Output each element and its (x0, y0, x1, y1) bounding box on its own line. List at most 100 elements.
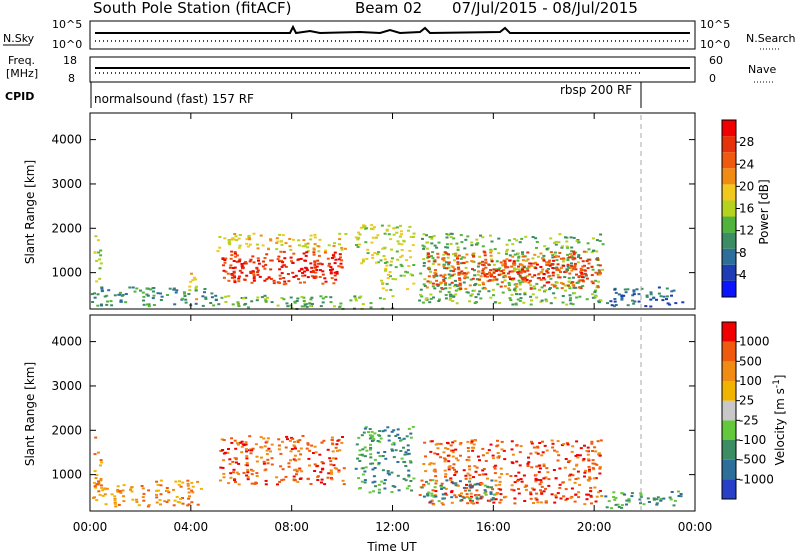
power-cell (471, 260, 475, 263)
power-cell (449, 232, 453, 235)
freq-tick-top: 18 (63, 54, 77, 67)
power-colorbar-tick-label: 24 (739, 157, 754, 171)
velocity-cell (517, 488, 520, 490)
power-cell (506, 272, 510, 275)
power-cell (91, 301, 95, 303)
velocity-cell (374, 485, 377, 488)
power-cell (443, 274, 447, 276)
power-cell (231, 303, 235, 306)
power-cell (464, 238, 468, 241)
power-cell (529, 262, 533, 265)
velocity-cell (445, 494, 449, 496)
velocity-cell (469, 495, 473, 498)
velocity-cell (278, 480, 282, 483)
power-cell (409, 256, 413, 259)
power-cell (257, 259, 260, 262)
power-cell (324, 280, 328, 283)
power-cell (435, 246, 439, 249)
velocity-cell (468, 477, 472, 480)
velocity-cell (585, 493, 589, 496)
power-cell (464, 287, 468, 290)
power-cell (391, 295, 395, 298)
power-cell (373, 226, 376, 229)
power-cell (231, 274, 235, 277)
power-cell (281, 261, 285, 264)
velocity-cell (554, 494, 558, 497)
velocity-cell (306, 443, 310, 446)
power-cell (447, 266, 451, 269)
power-cell (555, 268, 559, 271)
velocity-cell (310, 444, 314, 447)
power-cell (353, 295, 357, 298)
power-cell (237, 246, 241, 249)
power-cell (100, 290, 104, 293)
power-cell (354, 299, 358, 302)
velocity-cell (466, 447, 470, 449)
velocity-cell (483, 484, 487, 487)
velocity-cell (630, 492, 634, 495)
velocity-cell (589, 490, 593, 493)
velocity-cell (233, 479, 237, 482)
power-cell (495, 269, 499, 272)
velocity-cell (558, 483, 562, 486)
power-cell (386, 273, 390, 276)
velocity-cell (199, 487, 203, 490)
velocity-cell (647, 501, 651, 503)
power-cell (578, 275, 582, 277)
velocity-cell (167, 499, 171, 502)
power-cell (645, 295, 649, 298)
velocity-cell (101, 489, 105, 492)
power-cell (592, 249, 595, 252)
velocity-cell (463, 489, 467, 492)
velocity-cell (380, 480, 384, 483)
power-cell (597, 269, 601, 272)
power-cell (376, 253, 380, 256)
velocity-cell (441, 503, 445, 506)
power-cell (289, 248, 293, 251)
power-cell (513, 253, 517, 256)
power-cell (223, 237, 227, 240)
power-cell (303, 270, 307, 273)
power-cell (435, 279, 439, 282)
power-cell (321, 273, 325, 276)
velocity-cell (465, 496, 469, 499)
velocity-cell (377, 491, 381, 494)
velocity-cell (513, 502, 517, 505)
power-cell (279, 240, 283, 243)
power-cell (223, 259, 227, 262)
power-cell (291, 238, 295, 241)
power-cell (595, 250, 599, 253)
power-cell (97, 251, 101, 254)
power-cell (238, 244, 242, 247)
velocity-cell (564, 488, 568, 491)
power-cell (644, 305, 648, 308)
power-cell (572, 286, 576, 289)
power-cell (448, 286, 452, 289)
power-cell (147, 305, 151, 308)
power-cell (526, 269, 530, 272)
velocity-cell (583, 444, 586, 447)
power-cell (278, 233, 282, 236)
power-cell (620, 295, 624, 298)
power-cell (149, 288, 153, 291)
power-cell (374, 261, 378, 264)
velocity-cell (330, 436, 334, 439)
power-cell (188, 285, 192, 288)
velocity-cell (568, 474, 571, 477)
power-cell (166, 294, 169, 296)
power-cell (317, 254, 321, 257)
velocity-cell (577, 491, 581, 494)
power-cell (577, 280, 581, 283)
power-cell (529, 303, 533, 306)
power-cell (471, 268, 474, 271)
power-cell (568, 256, 571, 259)
velocity-cell (98, 493, 102, 496)
power-cell (453, 268, 457, 271)
power-cell (497, 269, 501, 272)
power-cell (637, 293, 641, 296)
power-cell (384, 269, 388, 272)
power-cell (449, 269, 453, 272)
power-cell (124, 301, 128, 304)
velocity-cell (286, 438, 289, 441)
velocity-cell (544, 500, 548, 503)
